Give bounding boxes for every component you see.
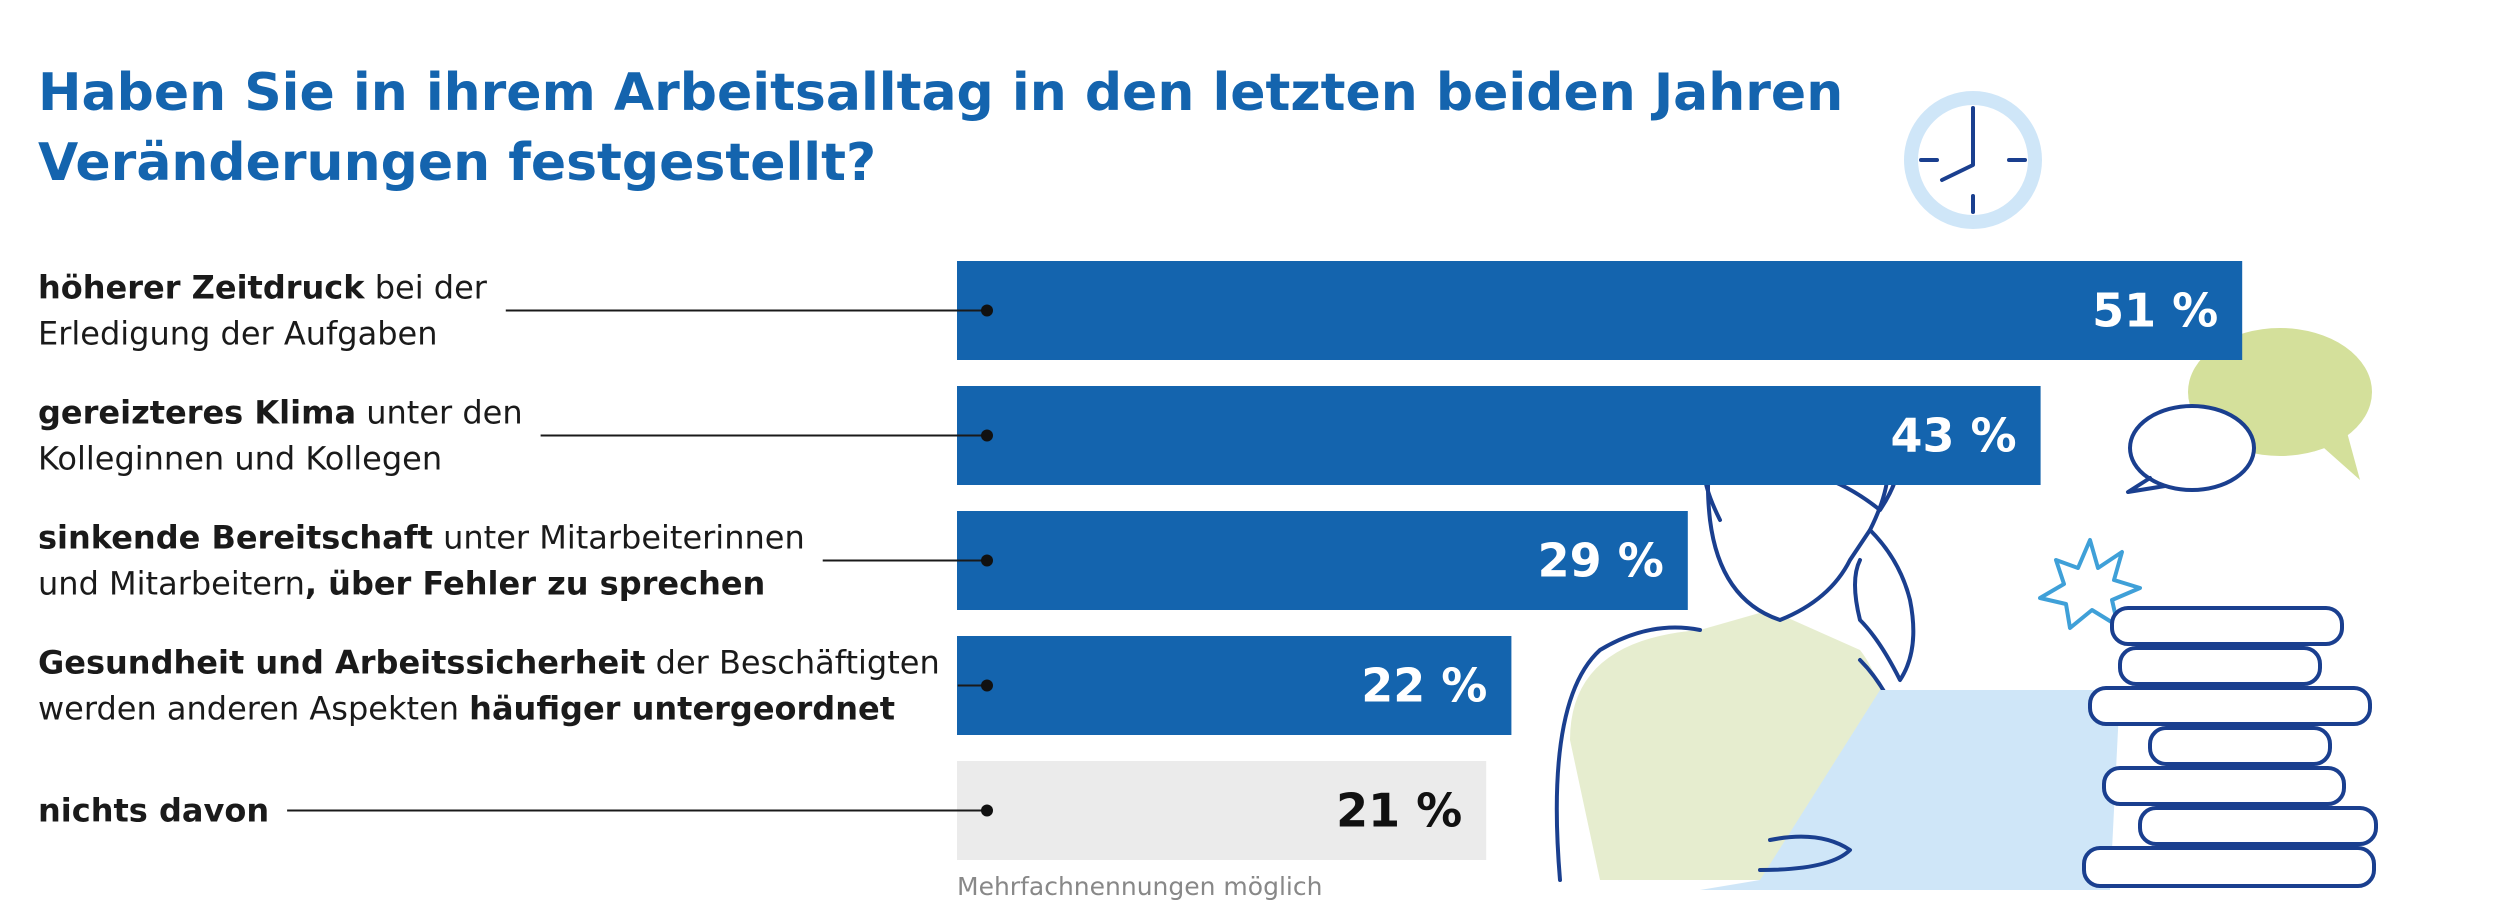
value-label: 51 % <box>2092 284 2218 338</box>
bar <box>957 386 2041 485</box>
leader-dot <box>981 804 993 817</box>
category-label: Gesundheit und Arbeitssicherheit der Bes… <box>38 644 940 728</box>
label-run: nichts davon <box>38 792 269 830</box>
value-label: 43 % <box>1890 409 2016 463</box>
illustration <box>1554 91 2378 890</box>
label-run: sinkende Bereitschaft <box>38 519 433 557</box>
chart-title: Haben Sie in ihrem Arbeitsalltag in den … <box>38 63 1843 123</box>
label-run: der Beschäftigten <box>645 644 939 682</box>
label-run: Erledigung der Aufgaben <box>38 315 437 353</box>
label-run: häufiger untergeordnet <box>469 690 895 728</box>
category-line: Gesundheit und Arbeitssicherheit der Bes… <box>38 644 940 682</box>
label-run: Kolleginnen und Kollegen <box>38 440 442 478</box>
bar <box>957 261 2243 360</box>
category-line: gereizteres Klima unter den <box>38 394 523 432</box>
chart-title: Veränderungen festgestellt? <box>38 133 876 193</box>
category-line: Kolleginnen und Kollegen <box>38 440 442 478</box>
value-label: 22 % <box>1361 659 1487 713</box>
category-line: nichts davon <box>38 792 269 830</box>
category-label: sinkende Bereitschaft unter Mitarbeiteri… <box>38 519 805 603</box>
bar <box>957 636 1512 735</box>
category-label: nichts davon <box>38 792 269 830</box>
leader-dot <box>981 679 993 692</box>
label-run: , über Fehler zu sprechen <box>305 565 765 603</box>
category-line: und Mitarbeitern, über Fehler zu spreche… <box>38 565 765 603</box>
category-line: höherer Zeitdruck bei der <box>38 269 488 307</box>
category-label: höherer Zeitdruck bei der Erledigung der … <box>38 269 488 353</box>
category-line: sinkende Bereitschaft unter Mitarbeiteri… <box>38 519 805 557</box>
category-line: werden anderen Aspekten häufiger unterge… <box>38 690 895 728</box>
label-run: Gesundheit und Arbeitssicherheit <box>38 644 645 682</box>
bar <box>957 761 1487 860</box>
category-line: Erledigung der Aufgaben <box>38 315 437 353</box>
note: Mehrfachnennungen möglich <box>957 872 1322 901</box>
bar <box>957 511 1688 610</box>
leader-dot <box>981 304 993 317</box>
category-label: gereizteres Klima unter den Kolleginnen u… <box>38 394 523 478</box>
label-run: werden anderen Aspekten <box>38 690 469 728</box>
label-run: und Mitarbeitern <box>38 565 305 603</box>
value-label: 21 % <box>1336 784 1462 838</box>
leader-dot <box>981 554 993 567</box>
label-run: unter den <box>356 394 523 432</box>
label-run: bei der <box>365 269 488 307</box>
leader-dot <box>981 429 993 442</box>
label-run: höherer Zeitdruck <box>38 269 365 307</box>
label-run: unter Mitarbeiterinnen <box>433 519 805 557</box>
value-label: 29 % <box>1538 534 1664 588</box>
label-run: gereizteres Klima <box>38 394 356 432</box>
